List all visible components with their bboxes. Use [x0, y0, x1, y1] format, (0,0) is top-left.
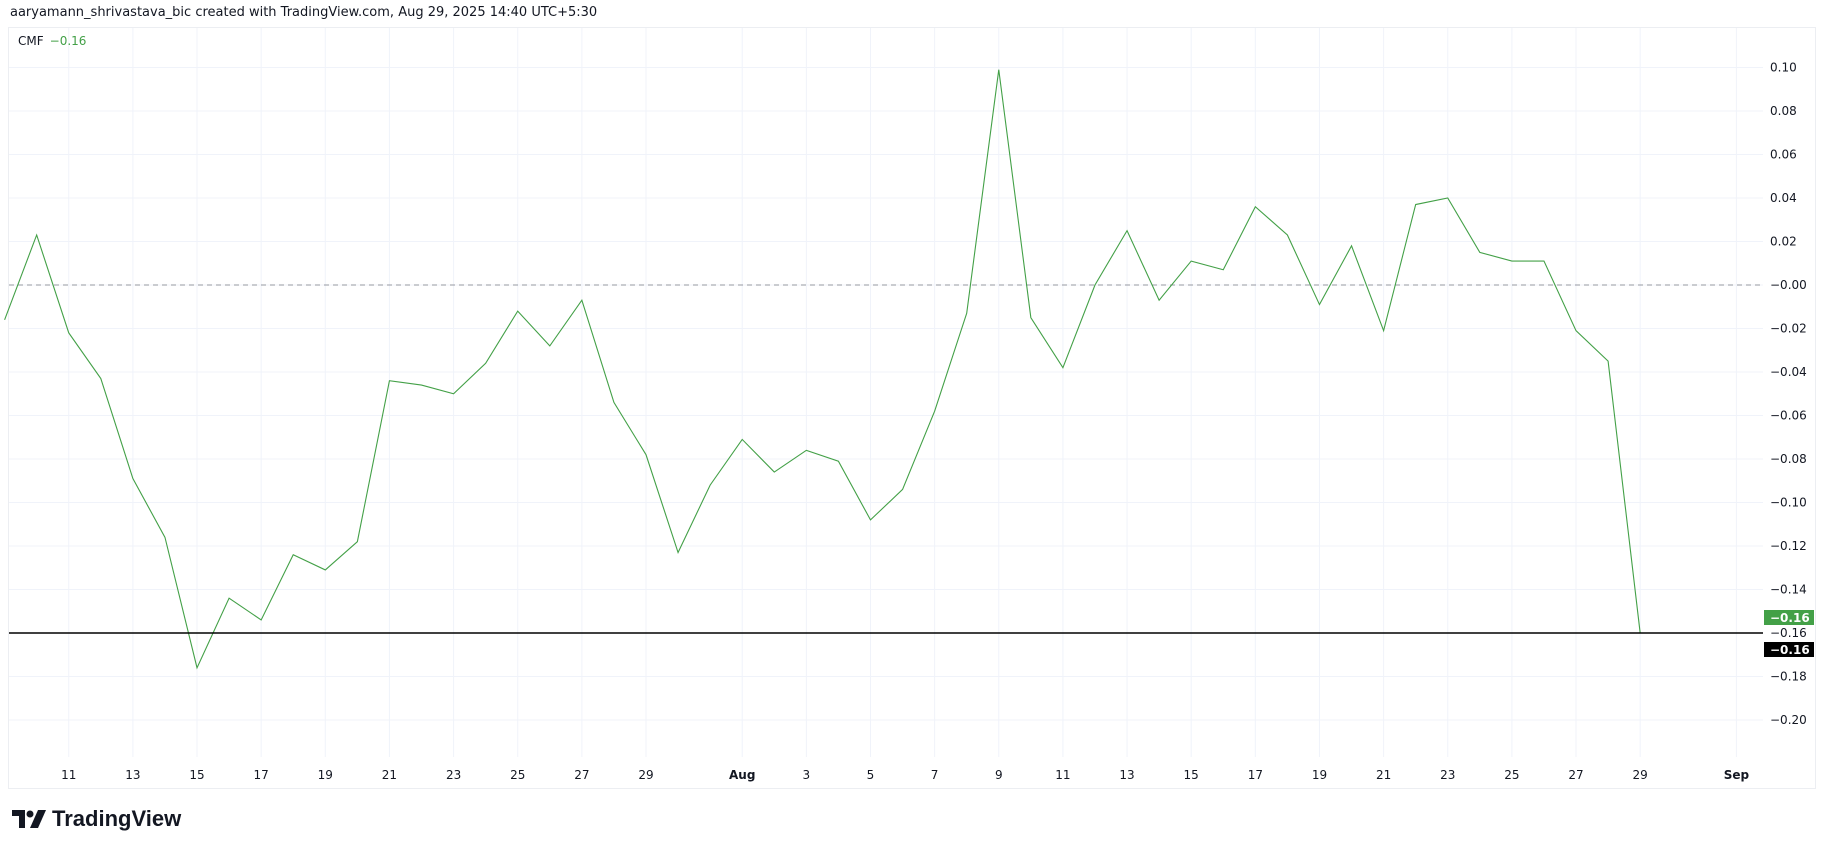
y-tick-label: −0.16	[1770, 626, 1807, 640]
y-tick-label: 0.04	[1770, 191, 1797, 205]
x-tick-label: 13	[125, 768, 140, 782]
logo-text: TradingView	[52, 806, 182, 831]
price-label-text: −0.16	[1770, 611, 1810, 625]
chart-frame	[8, 27, 1816, 789]
y-tick-label: −0.06	[1770, 409, 1807, 423]
tradingview-logo: TradingView	[12, 806, 181, 832]
x-tick-label: Aug	[729, 768, 755, 782]
x-tick-label: 23	[446, 768, 461, 782]
y-tick-label: −0.08	[1770, 452, 1807, 466]
chart-attribution: aaryamann_shrivastava_bic created with T…	[10, 5, 598, 20]
price-label-box	[1764, 610, 1814, 625]
y-tick-label: −0.10	[1770, 496, 1807, 510]
y-tick-label: 0.06	[1770, 148, 1797, 162]
cmf-series-line	[4, 69, 1641, 670]
x-tick-label: 11	[61, 768, 76, 782]
y-tick-label: −0.14	[1770, 583, 1807, 597]
x-tick-label: Sep	[1724, 768, 1750, 782]
x-tick-label: 29	[1633, 768, 1648, 782]
y-tick-label: −0.02	[1770, 322, 1807, 336]
x-tick-label: 13	[1119, 768, 1134, 782]
x-tick-label: 21	[1376, 768, 1391, 782]
x-tick-label: 9	[995, 768, 1003, 782]
x-tick-label: 25	[510, 768, 525, 782]
x-tick-label: 27	[1568, 768, 1583, 782]
x-tick-label: 17	[254, 768, 269, 782]
y-tick-label: −0.18	[1770, 670, 1807, 684]
indicator-legend[interactable]: CMF −0.16	[18, 34, 86, 48]
x-tick-label: 27	[574, 768, 589, 782]
x-tick-label: 5	[867, 768, 875, 782]
y-tick-label: −0.12	[1770, 539, 1807, 553]
x-tick-label: 23	[1440, 768, 1455, 782]
price-label-text: −0.16	[1770, 643, 1810, 657]
y-tick-label: −0.00	[1770, 278, 1807, 292]
y-tick-label: 0.08	[1770, 104, 1797, 118]
x-tick-label: 15	[1184, 768, 1199, 782]
y-tick-label: −0.20	[1770, 713, 1807, 727]
x-tick-label: 19	[318, 768, 333, 782]
indicator-name: CMF	[18, 34, 44, 48]
x-tick-label: 7	[931, 768, 939, 782]
y-tick-label: −0.04	[1770, 365, 1807, 379]
indicator-value: −0.16	[49, 34, 87, 48]
x-tick-label: 29	[638, 768, 653, 782]
x-tick-label: 19	[1312, 768, 1327, 782]
y-tick-label: 0.02	[1770, 235, 1797, 249]
x-tick-label: 17	[1248, 768, 1263, 782]
x-tick-label: 21	[382, 768, 397, 782]
x-tick-label: 25	[1504, 768, 1519, 782]
x-tick-label: 3	[803, 768, 811, 782]
y-tick-label: 0.10	[1770, 61, 1797, 75]
price-label-box	[1764, 642, 1814, 657]
x-tick-label: 11	[1055, 768, 1070, 782]
tradingview-logo-icon	[12, 810, 46, 828]
x-tick-label: 15	[189, 768, 204, 782]
